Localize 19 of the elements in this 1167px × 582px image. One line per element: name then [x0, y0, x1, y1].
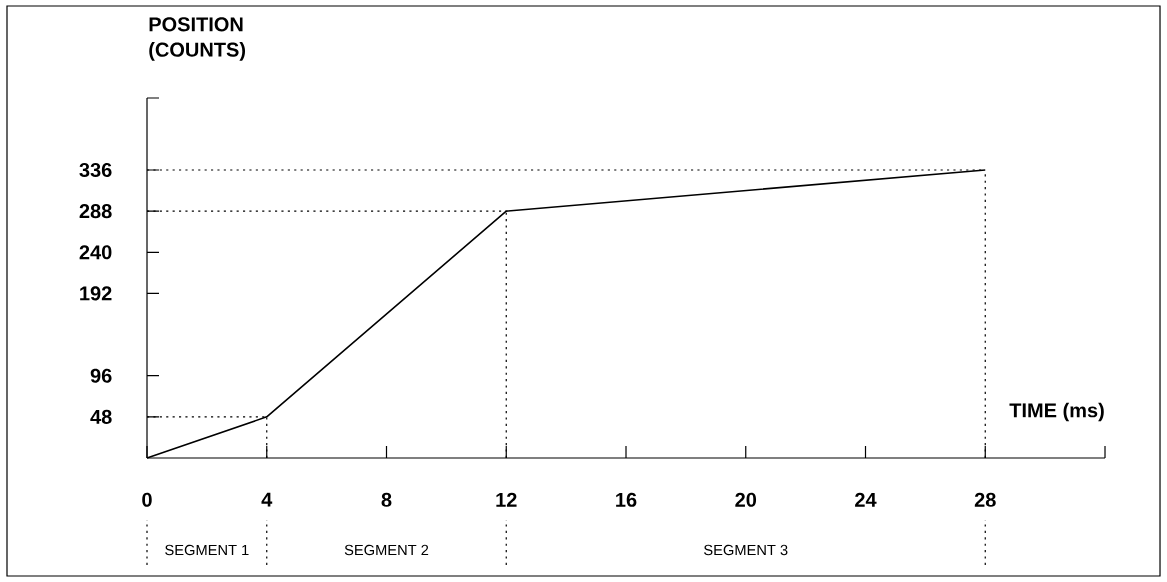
y-tick-label: 48: [90, 409, 112, 424]
x-axis-title: TIME (ms): [1009, 402, 1104, 422]
x-tick-label: 28: [974, 492, 996, 507]
x-tick-label: 16: [616, 492, 637, 507]
y-tick-label: 240: [79, 245, 112, 260]
x-tick-label: 12: [496, 492, 517, 507]
text: SEGMENT 1: [165, 544, 249, 556]
x-tick-label: 0: [142, 492, 152, 507]
y-tick-label: 336: [79, 162, 112, 178]
y-tick-label: 192: [80, 286, 112, 301]
text: SEGMENT 3: [704, 544, 788, 556]
y-tick-label: 288: [79, 204, 112, 219]
x-tick-label: 4: [261, 492, 273, 507]
text: SEGMENT 2: [344, 544, 429, 556]
x-tick-label: 24: [855, 492, 877, 507]
y-tick-label: 96: [90, 368, 112, 383]
y-axis-title: POSITION (COUNTS): [149, 17, 246, 61]
x-tick-label: 8: [381, 492, 392, 507]
x-tick-label: 20: [735, 492, 757, 507]
